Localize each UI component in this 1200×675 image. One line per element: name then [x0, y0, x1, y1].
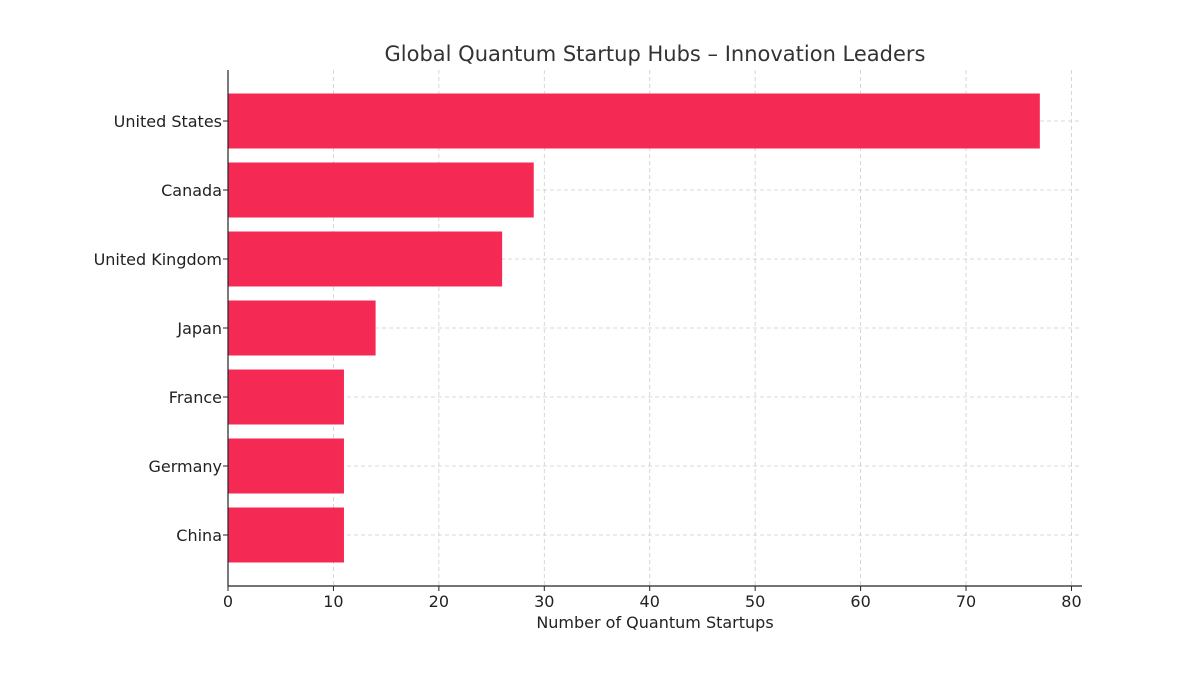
x-tick-label: 70 — [956, 592, 976, 611]
y-tick-label: United States — [114, 112, 222, 131]
bar-china — [228, 507, 344, 563]
x-tick-label: 30 — [534, 592, 554, 611]
y-tick-label: Canada — [161, 181, 222, 200]
y-tick-label: Japan — [176, 319, 222, 338]
x-tick-label: 80 — [1061, 592, 1081, 611]
x-tick-label: 20 — [429, 592, 449, 611]
y-axis-ticks: United States Canada United Kingdom Japan Fr… — [94, 112, 228, 545]
bar-united-states — [228, 93, 1040, 149]
bar-japan — [228, 300, 376, 356]
bar-germany — [228, 438, 344, 494]
bar-canada — [228, 162, 534, 218]
x-tick-label: 0 — [223, 592, 233, 611]
x-tick-label: 50 — [745, 592, 765, 611]
y-tick-label: United Kingdom — [94, 250, 222, 269]
y-tick-label: Germany — [148, 457, 222, 476]
x-axis-label: Number of Quantum Startups — [536, 613, 773, 632]
bar-united-kingdom — [228, 231, 503, 287]
bar-france — [228, 369, 344, 425]
x-tick-label: 10 — [323, 592, 343, 611]
x-tick-label: 60 — [850, 592, 870, 611]
bars — [228, 93, 1040, 563]
x-axis-ticks: 0 10 20 30 40 50 60 70 80 — [223, 586, 1082, 611]
chart-title: Global Quantum Startup Hubs – Innovation… — [385, 42, 926, 66]
x-tick-label: 40 — [640, 592, 660, 611]
y-tick-label: France — [169, 388, 222, 407]
y-tick-label: China — [176, 526, 222, 545]
